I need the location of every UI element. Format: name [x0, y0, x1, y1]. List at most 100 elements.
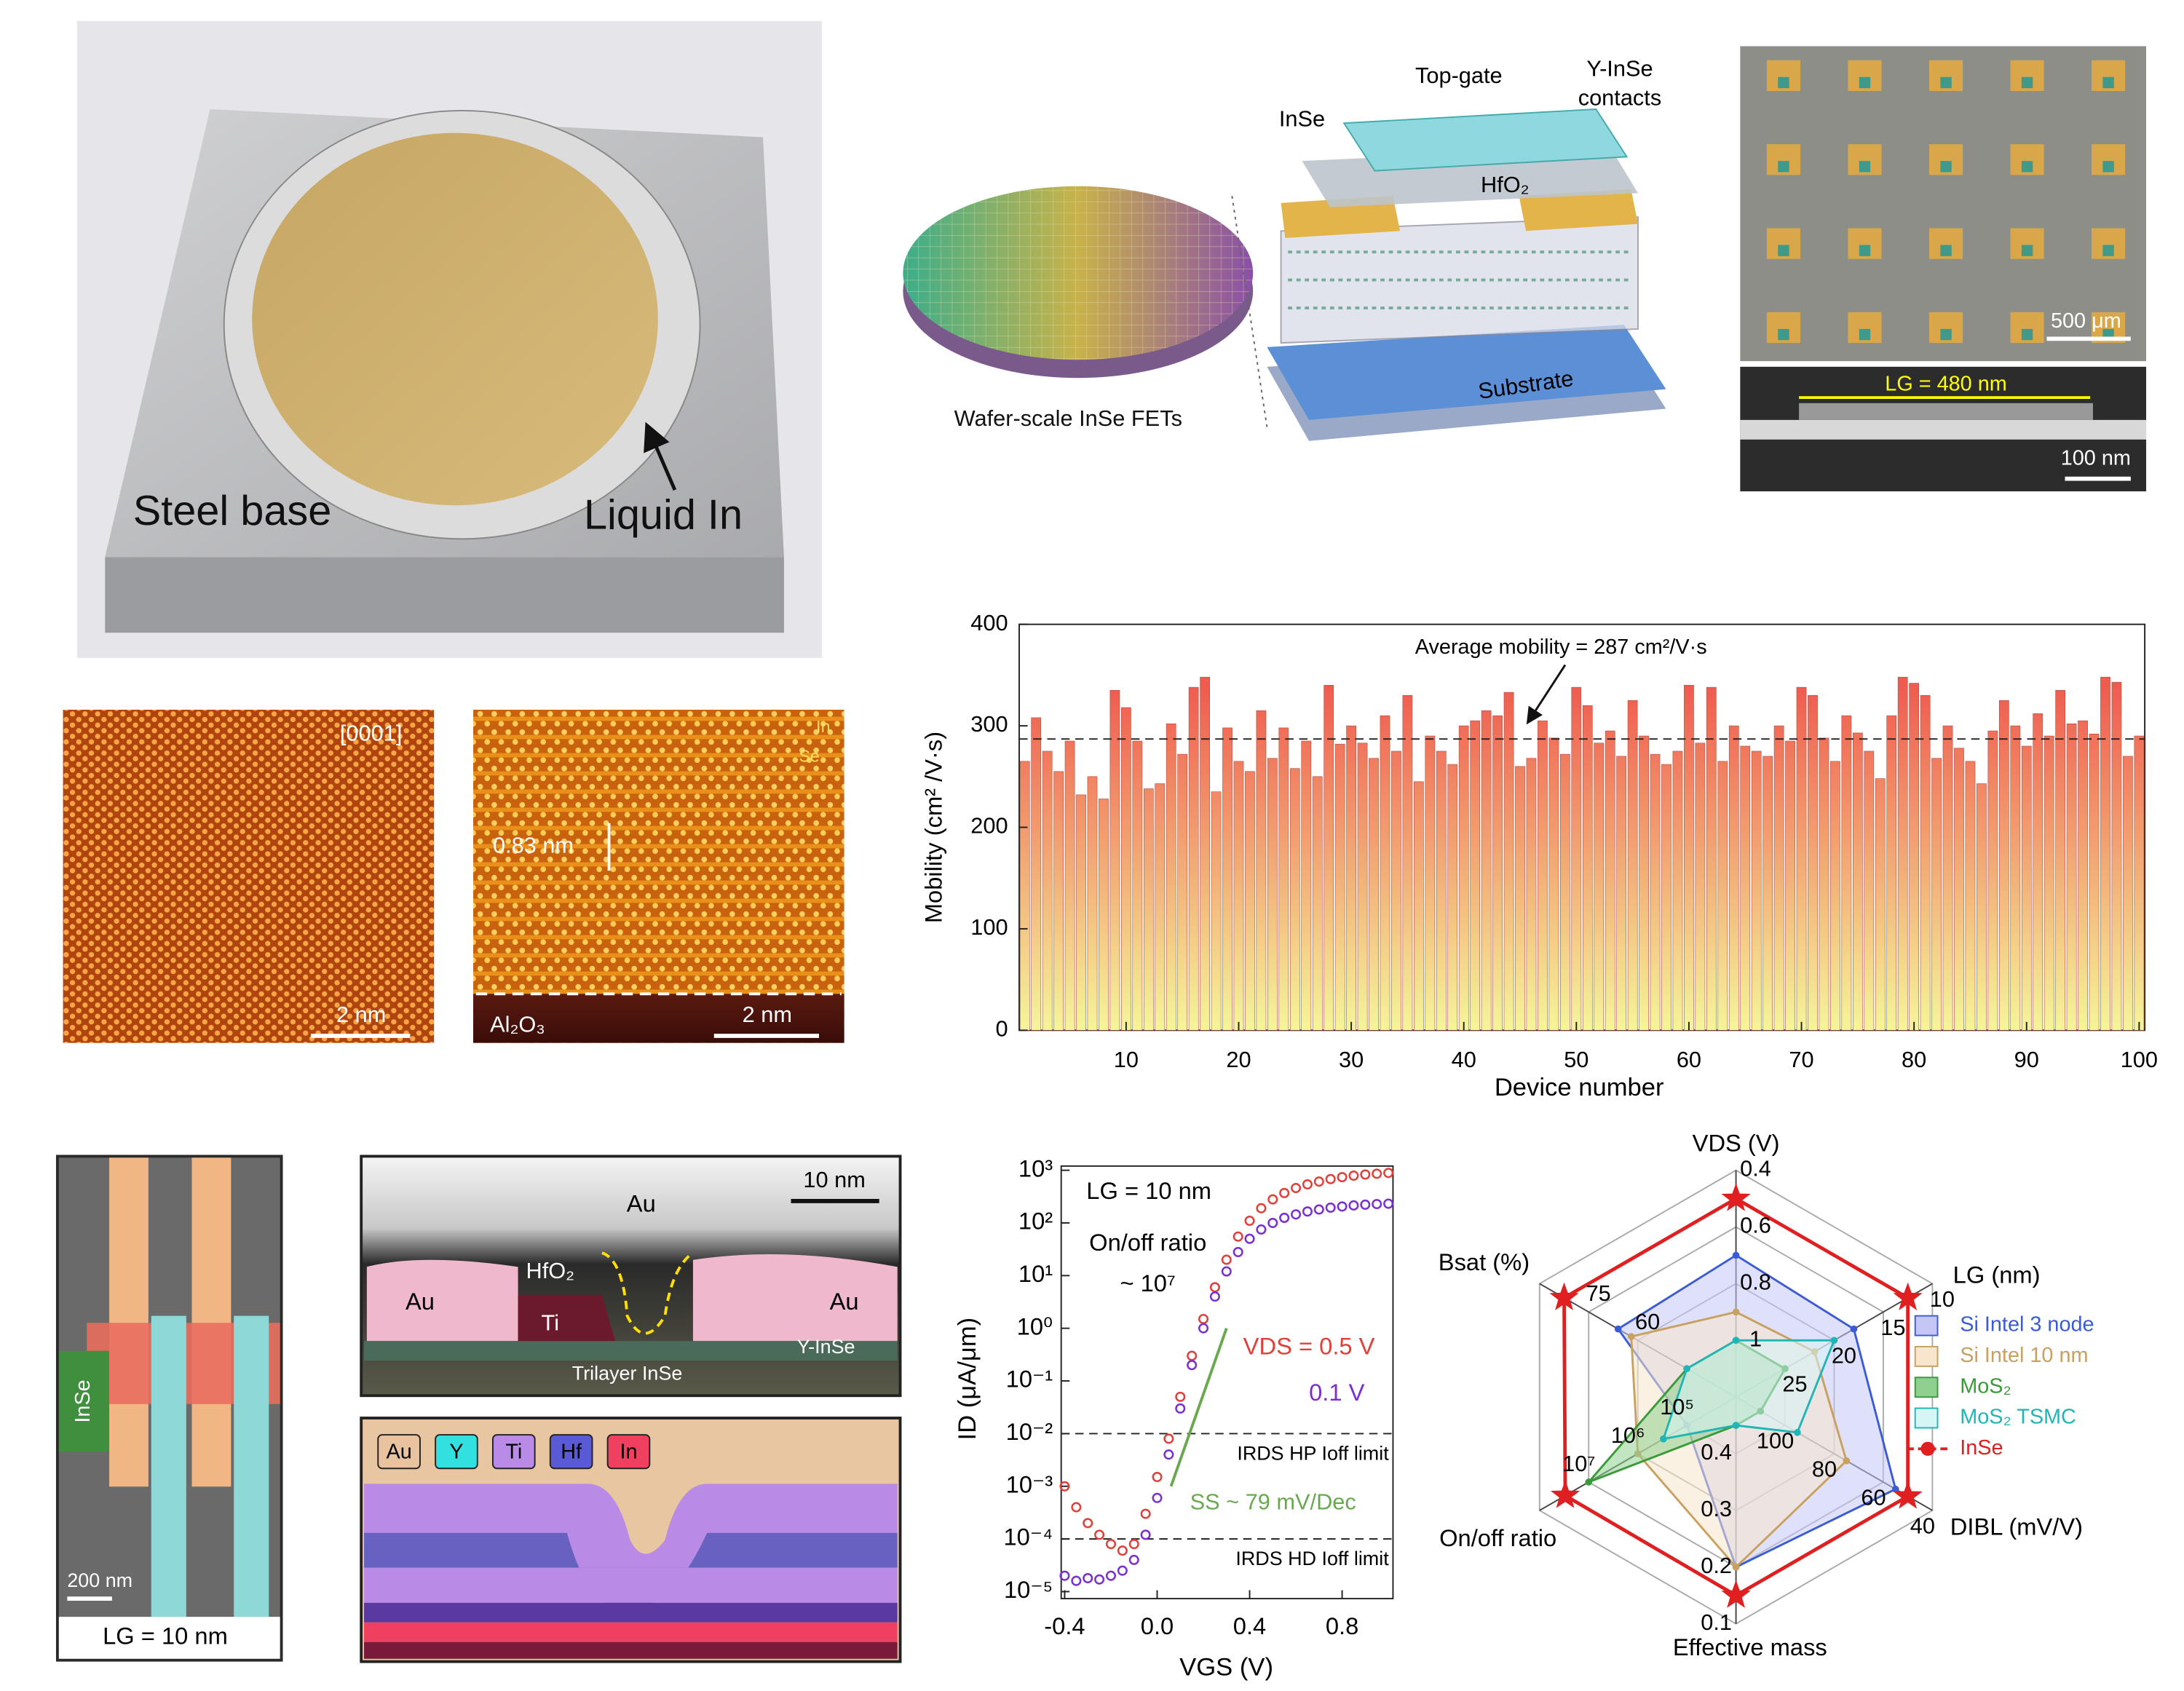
label: 0.83 nm [493, 833, 574, 858]
y-tick-label: 10⁻² [1006, 1418, 1053, 1445]
vertex-marker [1660, 1435, 1667, 1443]
channel-strip [1740, 419, 2147, 440]
axis-title: LG (nm) [1953, 1261, 2041, 1288]
bar [1019, 761, 1030, 1031]
vertex-marker [1850, 1325, 1858, 1333]
bar [2111, 681, 2122, 1031]
data-point [1152, 1492, 1163, 1503]
bar [1897, 676, 1908, 1031]
data-point [1233, 1231, 1243, 1242]
data-point [1117, 1545, 1128, 1556]
label: 2 nm [336, 1002, 386, 1027]
radar-tick-label: 0.3 [1701, 1496, 1732, 1521]
data-point [1360, 1169, 1371, 1180]
au-right [692, 1254, 898, 1342]
label: InSe [1279, 106, 1325, 132]
legend-swatch [435, 1434, 478, 1470]
bar [1312, 776, 1323, 1031]
vertex-marker [1732, 1422, 1740, 1429]
data-point [1128, 1554, 1139, 1565]
vertex-marker [1683, 1365, 1690, 1373]
top-gate [1342, 108, 1629, 172]
radar-tick-label: 100 [1757, 1428, 1794, 1454]
bar [1470, 720, 1481, 1031]
label: 200 nm [67, 1569, 132, 1591]
data-point [1244, 1215, 1255, 1227]
data-point [1291, 1209, 1302, 1220]
data-point [1128, 1539, 1139, 1550]
legend-label: MoS₂ TSMC [1960, 1406, 2076, 1429]
annotation-arrow [1526, 664, 1567, 725]
legend-label: Hf [561, 1441, 582, 1464]
bar [1481, 710, 1492, 1031]
bar [2078, 720, 2088, 1031]
label: Liquid In [584, 492, 743, 539]
pad-center [2102, 76, 2114, 89]
bar [1414, 781, 1424, 1031]
contact [234, 1315, 269, 1617]
data-point [1094, 1529, 1105, 1540]
label: Y-InSe [797, 1336, 855, 1358]
stem-image [473, 709, 844, 1043]
bar [1245, 771, 1255, 1031]
axis-title: Bsat (%) [1439, 1248, 1530, 1275]
bar [1099, 799, 1109, 1031]
contact-left [1281, 196, 1401, 238]
radar-tick-label: 20 [1832, 1343, 1856, 1369]
bar [1301, 740, 1312, 1031]
pad-center [2021, 161, 2033, 173]
bar [1830, 761, 1840, 1031]
panel-e: InSe 200 nm LG = 10 nm [55, 1155, 283, 1662]
bar [2055, 689, 2066, 1031]
radar-tick-label: 0.1 [1701, 1609, 1732, 1635]
bar [1785, 740, 1795, 1031]
data-point [1348, 1200, 1359, 1211]
contact [109, 1157, 149, 1487]
star-marker [1549, 1282, 1579, 1310]
x-tick-label: 0.0 [1141, 1612, 1174, 1639]
data-point [1175, 1403, 1186, 1414]
data-point [1302, 1206, 1313, 1217]
data-point [1313, 1176, 1324, 1187]
bar [1977, 783, 1987, 1031]
radar-tick-label: 40 [1910, 1513, 1935, 1538]
series-label: 0.1 V [1309, 1379, 1365, 1406]
label: Al₂O₃ [490, 1012, 545, 1037]
data-point [1337, 1201, 1348, 1212]
vertex-marker [1794, 1429, 1801, 1436]
x-axis-label: Device number [1495, 1074, 1664, 1101]
data-point [1372, 1199, 1382, 1210]
bar [1594, 742, 1605, 1031]
bar [1852, 732, 1863, 1031]
data-point [1325, 1173, 1336, 1184]
label: InSe [71, 1379, 95, 1422]
data-point [1383, 1198, 1394, 1209]
pad-center [1778, 245, 1789, 256]
bar [1222, 727, 1233, 1031]
radar-tick-label: 25 [1782, 1371, 1807, 1397]
vertex-marker [1627, 1333, 1635, 1340]
bar [1740, 745, 1751, 1031]
bar [1560, 753, 1570, 1031]
bar [1886, 715, 1897, 1031]
bar [2033, 713, 2043, 1031]
contact [191, 1157, 232, 1487]
star-marker [1893, 1282, 1923, 1310]
vertex-marker [1732, 1251, 1740, 1259]
bar [1042, 751, 1053, 1031]
pad-center [1859, 328, 1871, 341]
bar [1672, 751, 1683, 1031]
optical-image [1740, 46, 2147, 362]
radar-tick-label: 80 [1812, 1456, 1837, 1481]
bar [2043, 735, 2054, 1031]
y-tick-label: 10⁻⁴ [1003, 1524, 1053, 1551]
legend-swatch [606, 1434, 651, 1470]
bar [1132, 740, 1143, 1031]
vertex-marker [1585, 1478, 1593, 1486]
radar-tick-label: 10⁷ [1562, 1451, 1595, 1476]
bar [1324, 685, 1334, 1031]
legend-label: Y [449, 1441, 463, 1464]
caption-strip [58, 1617, 280, 1659]
bar [1076, 794, 1086, 1031]
radar-tick-label: 10 [1930, 1286, 1955, 1312]
